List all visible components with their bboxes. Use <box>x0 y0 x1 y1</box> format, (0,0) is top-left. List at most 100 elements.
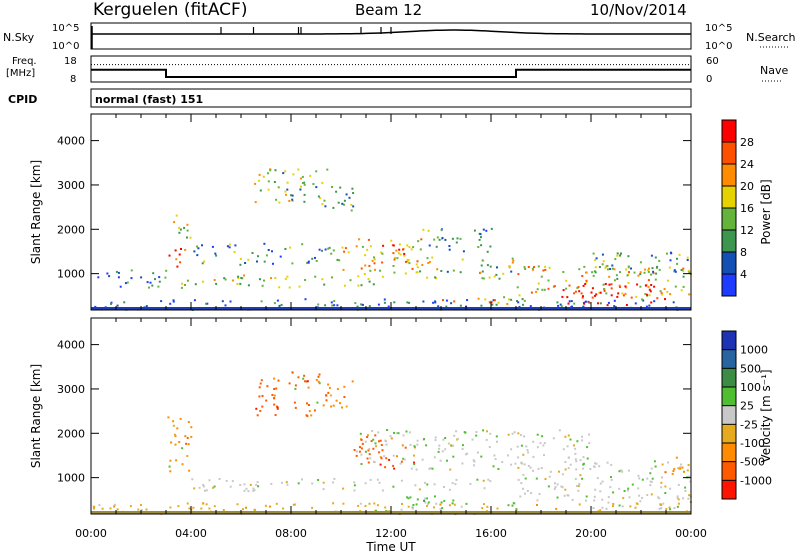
echo-cell <box>339 186 342 189</box>
echo-cell <box>297 168 300 171</box>
echo-cell <box>541 288 544 291</box>
velocity-colorbar-label: Velocity [m s⁻¹] <box>759 369 773 462</box>
echo-cell <box>318 382 321 385</box>
echo-cell <box>406 496 409 499</box>
echo-cell <box>406 260 409 263</box>
echo-cell <box>482 429 485 432</box>
echo-cell <box>259 278 261 281</box>
echo-cell <box>367 449 370 452</box>
echo-cell <box>647 285 650 288</box>
echo-cell <box>520 482 523 485</box>
echo-cell <box>626 489 629 492</box>
power-heatmap <box>91 114 692 311</box>
echo-cell <box>625 268 628 271</box>
echo-cell <box>260 300 263 303</box>
echo-cell <box>383 301 386 304</box>
echo-cell <box>660 292 663 295</box>
echo-cell <box>582 463 585 466</box>
echo-cell <box>522 473 525 476</box>
echo-cell <box>536 504 538 506</box>
echo-cell <box>385 457 388 460</box>
echo-cell <box>408 246 411 249</box>
echo-cell <box>424 501 427 504</box>
echo-cell <box>686 259 689 261</box>
echo-cell <box>357 284 360 287</box>
echo-cell <box>571 498 574 501</box>
echo-cell <box>451 237 454 240</box>
echo-cell <box>682 270 685 273</box>
plot-background <box>91 114 691 310</box>
echo-cell <box>575 485 578 487</box>
echo-cell <box>445 299 448 302</box>
echo-cell <box>108 275 111 278</box>
echo-cell <box>377 303 380 306</box>
echo-cell <box>366 248 369 251</box>
echo-cell <box>520 444 523 447</box>
echo-cell <box>687 269 690 272</box>
echo-cell <box>172 420 175 423</box>
echo-cell <box>335 190 338 193</box>
echo-cell <box>606 264 609 267</box>
echo-cell <box>314 256 316 259</box>
echo-cell <box>367 238 370 241</box>
echo-cell <box>459 237 462 240</box>
echo-cell <box>650 480 653 483</box>
echo-cell <box>599 482 602 485</box>
echo-cell <box>441 238 443 241</box>
echo-cell <box>432 301 435 304</box>
echo-cell <box>379 439 382 442</box>
echo-cell <box>670 252 673 255</box>
echo-cell <box>191 478 194 481</box>
echo-cell <box>486 250 489 253</box>
echo-cell <box>273 394 276 397</box>
echo-cell <box>618 487 621 490</box>
echo-cell <box>582 467 585 470</box>
echo-cell <box>676 505 679 508</box>
echo-cell <box>510 270 513 273</box>
echo-cell <box>603 289 606 292</box>
echo-cell <box>343 385 346 388</box>
echo-cell <box>423 499 426 502</box>
echo-cell <box>603 288 606 291</box>
echo-cell <box>215 282 218 285</box>
echo-cell <box>644 284 647 287</box>
echo-cell <box>243 483 246 486</box>
echo-cell <box>179 417 182 420</box>
echo-cell <box>601 263 604 266</box>
echo-cell <box>561 486 564 489</box>
echo-cell <box>617 292 620 295</box>
echo-cell <box>307 260 310 263</box>
echo-cell <box>437 305 440 308</box>
echo-cell <box>342 502 345 505</box>
echo-cell <box>440 270 443 272</box>
echo-cell <box>644 293 647 296</box>
echo-cell <box>610 294 613 297</box>
echo-cell <box>381 252 384 255</box>
echo-cell <box>610 283 613 286</box>
echo-cell <box>262 175 265 178</box>
echo-cell <box>492 465 495 468</box>
echo-cell <box>433 238 436 241</box>
echo-cell <box>348 196 351 199</box>
echo-cell <box>254 182 257 185</box>
echo-cell <box>577 286 580 289</box>
echo-cell <box>175 459 178 462</box>
echo-cell <box>599 291 602 294</box>
echo-cell <box>511 257 514 260</box>
echo-cell <box>285 193 287 196</box>
echo-cell <box>360 453 363 456</box>
echo-cell <box>536 446 539 449</box>
echo-cell <box>297 376 300 379</box>
echo-cell <box>661 463 664 466</box>
echo-cell <box>554 482 556 485</box>
echo-cell <box>376 478 379 481</box>
echo-cell <box>263 260 266 263</box>
echo-cell <box>673 507 676 509</box>
echo-cell <box>390 239 393 242</box>
echo-cell <box>522 303 524 306</box>
echo-cell <box>575 468 578 471</box>
echo-cell <box>274 414 277 416</box>
colorbar-swatch <box>722 461 736 481</box>
echo-cell <box>673 468 676 471</box>
echo-cell <box>339 402 341 405</box>
